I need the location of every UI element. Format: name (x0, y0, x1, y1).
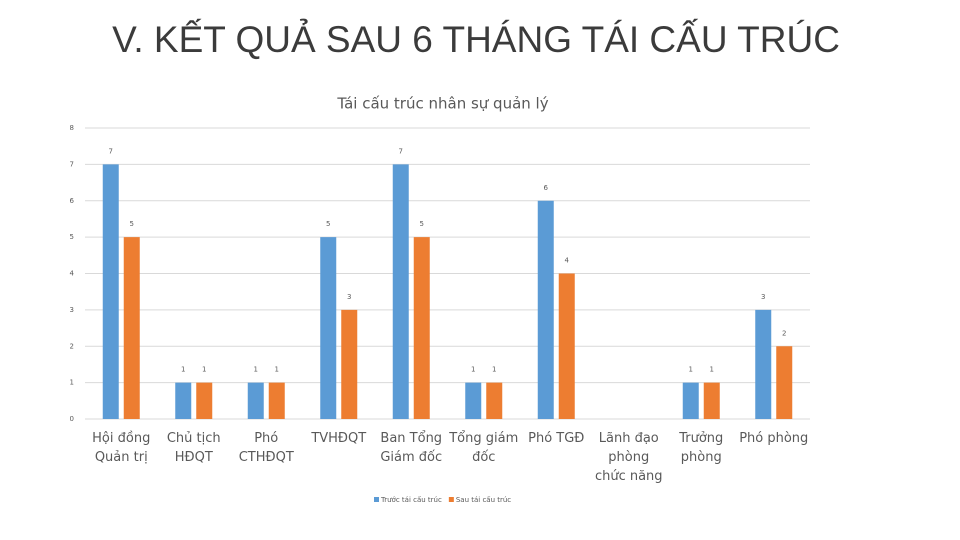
bar (123, 237, 140, 419)
x-tick-label: Phó phòng (739, 431, 809, 446)
legend-label: Sau tái cấu trúc (456, 496, 511, 504)
bar (703, 382, 720, 419)
y-tick-label: 7 (70, 160, 74, 168)
x-tick-label: Hội đồng Quản trị (92, 431, 151, 465)
y-tick-label: 5 (70, 233, 74, 241)
y-tick-label: 2 (70, 342, 74, 350)
data-label: 7 (109, 147, 113, 155)
data-label: 2 (782, 329, 786, 337)
bar (102, 164, 119, 419)
data-label: 1 (710, 366, 714, 374)
bar (413, 237, 430, 419)
x-tick-label: Phó TGĐ (528, 431, 585, 446)
bar (558, 273, 575, 419)
data-label: 1 (689, 366, 693, 374)
legend-swatch (374, 497, 379, 502)
bar (392, 164, 409, 419)
data-label: 3 (761, 293, 765, 301)
y-tick-label: 1 (70, 379, 74, 387)
data-label: 5 (130, 220, 134, 228)
x-tick-label: Chủ tịch HĐQT (166, 431, 221, 465)
chart-title: Tái cấu trúc nhân sự quản lý (336, 95, 548, 113)
x-tick-label: Ban Tổng Giám đốc (380, 431, 443, 465)
bar (268, 382, 285, 419)
data-label: 1 (202, 366, 206, 374)
y-tick-label: 0 (70, 415, 74, 423)
bar (537, 200, 554, 419)
y-tick-label: 8 (70, 124, 74, 132)
bar (776, 346, 793, 419)
data-label: 3 (347, 293, 351, 301)
data-label: 1 (471, 366, 475, 374)
bar (341, 309, 358, 419)
data-label: 1 (181, 366, 185, 374)
bar (486, 382, 503, 419)
x-tick-label: Lãnh đạo phòng chức năng (594, 431, 663, 484)
data-label: 5 (326, 220, 330, 228)
data-label: 6 (544, 184, 549, 192)
x-tick-label: Phó CTHĐQT (238, 431, 294, 465)
bar (175, 382, 192, 419)
bar (682, 382, 699, 419)
x-tick-label: TVHĐQT (311, 431, 367, 446)
data-label: 1 (275, 366, 279, 374)
bar (320, 237, 337, 419)
bar (755, 309, 772, 419)
bar (465, 382, 482, 419)
legend-label: Trước tái cấu trúc (380, 496, 442, 504)
y-tick-label: 4 (70, 270, 75, 278)
data-label: 7 (399, 147, 403, 155)
y-tick-label: 6 (70, 197, 75, 205)
slide-title: V. KẾT QUẢ SAU 6 THÁNG TÁI CẤU TRÚC (112, 19, 840, 60)
data-label: 5 (420, 220, 424, 228)
data-label: 1 (492, 366, 496, 374)
bar (247, 382, 264, 419)
data-label: 4 (565, 257, 570, 265)
y-tick-label: 3 (70, 306, 74, 314)
x-tick-label: Trưởng phòng (679, 431, 724, 465)
legend-swatch (448, 497, 454, 502)
data-label: 1 (254, 366, 258, 374)
bar (196, 382, 213, 419)
x-tick-label: Tổng giám đốc (449, 431, 519, 465)
